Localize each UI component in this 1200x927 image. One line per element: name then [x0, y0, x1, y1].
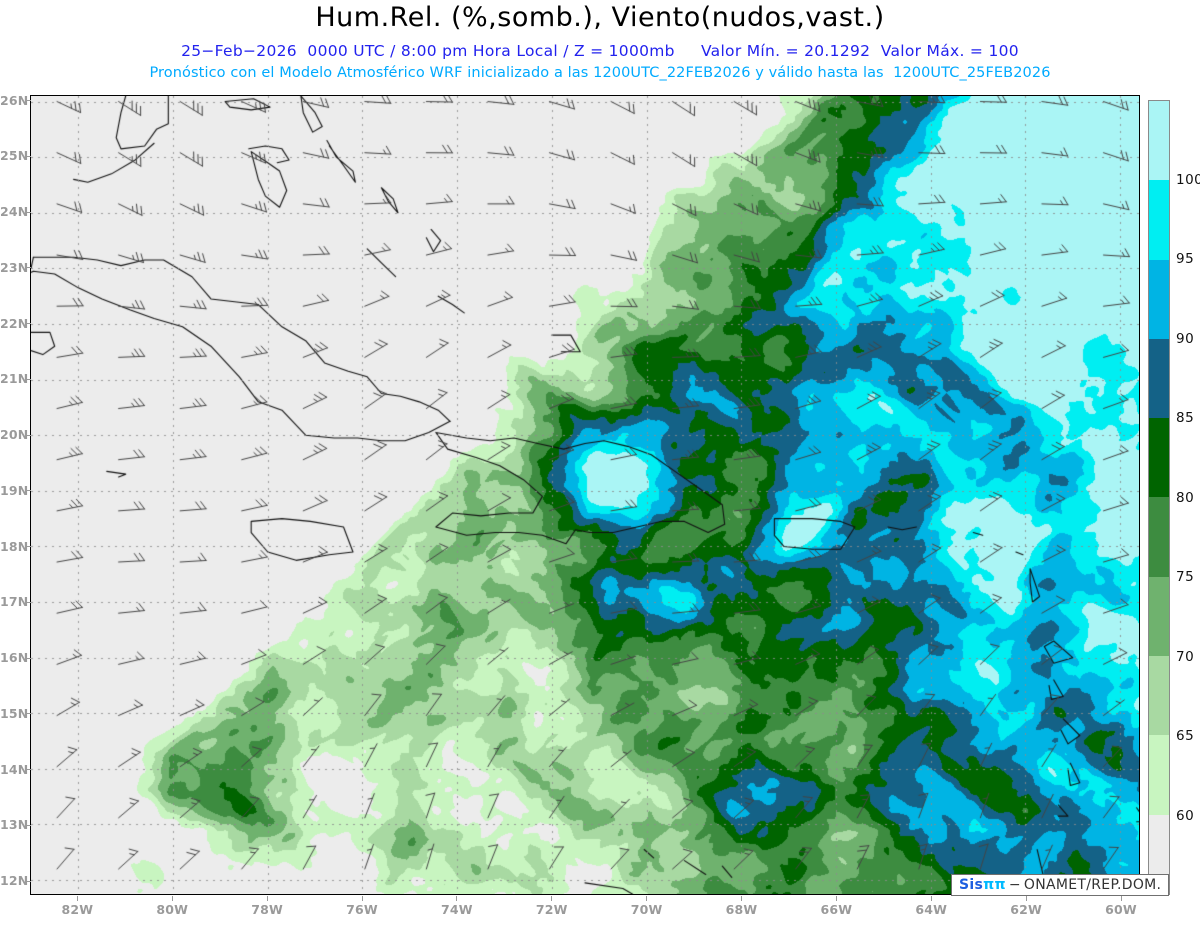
y-tick-15N: 15N — [0, 705, 29, 721]
x-tick-mark — [456, 896, 458, 901]
x-tick-mark — [835, 896, 837, 901]
colorbar-tick-95: 95 — [1176, 251, 1195, 267]
pi-logo-icon: ππ — [983, 877, 1006, 893]
y-tick-14N: 14N — [0, 761, 29, 777]
subtitle-valid-time: 25−Feb−2026 0000 UTC / 8:00 pm Hora Loca… — [181, 42, 1019, 60]
x-tick-mark — [741, 896, 743, 901]
colorbar-band — [1149, 497, 1169, 577]
colorbar-band — [1149, 656, 1169, 736]
page-title: Hum.Rel. (%,somb.), Viento(nudos,vast.) — [315, 2, 885, 33]
chart-header: Hum.Rel. (%,somb.), Viento(nudos,vast.) … — [0, 0, 1200, 92]
colorbar-tick-80: 80 — [1176, 489, 1195, 506]
y-tick-mark — [27, 211, 31, 213]
y-tick-23N: 23N — [0, 259, 29, 275]
colorbar-tick-65: 65 — [1176, 728, 1195, 744]
y-tick-20N: 20N — [0, 427, 29, 443]
y-tick-mark — [27, 490, 31, 492]
subtitle-model-info: Pronóstico con el Modelo Atmosférico WRF… — [149, 65, 1051, 81]
x-tick-66W: 66W — [820, 902, 853, 917]
y-tick-mark — [27, 880, 31, 882]
colorbar-tick-100: 100 — [1176, 171, 1200, 188]
y-tick-mark — [27, 267, 31, 269]
y-tick-mark — [27, 323, 31, 325]
x-tick-72W: 72W — [535, 902, 568, 917]
x-tick-mark — [551, 896, 553, 901]
y-tick-22N: 22N — [0, 315, 29, 331]
x-tick-mark — [171, 896, 173, 901]
humidity-shading-canvas — [31, 96, 1139, 894]
y-tick-mark — [27, 657, 31, 659]
colorbar-tick-90: 90 — [1176, 330, 1195, 347]
y-tick-mark — [27, 824, 31, 826]
y-tick-13N: 13N — [0, 817, 29, 833]
x-tick-mark — [1025, 896, 1027, 901]
humidity-colorbar[interactable] — [1148, 100, 1170, 895]
x-tick-78W: 78W — [251, 902, 284, 917]
x-tick-68W: 68W — [725, 902, 758, 917]
y-tick-19N: 19N — [0, 482, 29, 498]
colorbar-tick-75: 75 — [1176, 569, 1195, 585]
y-tick-24N: 24N — [0, 204, 29, 220]
y-tick-25N: 25N — [0, 148, 29, 164]
x-tick-60W: 60W — [1105, 902, 1137, 917]
colorbar-band — [1149, 101, 1169, 181]
y-tick-mark — [27, 769, 31, 771]
y-tick-21N: 21N — [0, 371, 29, 387]
y-tick-16N: 16N — [0, 650, 29, 666]
colorbar-tick-60: 60 — [1176, 807, 1195, 824]
y-tick-mark — [27, 100, 31, 102]
x-tick-82W: 82W — [61, 902, 94, 917]
colorbar-tick-70: 70 — [1176, 648, 1195, 665]
y-tick-mark — [27, 155, 31, 157]
x-tick-mark — [266, 896, 268, 901]
x-tick-mark — [646, 896, 648, 901]
x-tick-74W: 74W — [441, 902, 473, 917]
colorbar-band — [1149, 576, 1169, 657]
colorbar-band — [1149, 735, 1169, 815]
x-tick-62W: 62W — [1010, 902, 1043, 917]
attribution-org: ONAMET/REP.DOM. — [1023, 877, 1162, 893]
y-tick-17N: 17N — [0, 594, 29, 610]
y-tick-mark — [27, 601, 31, 603]
sis-logo-text: Sis — [959, 877, 984, 893]
y-tick-mark — [27, 378, 31, 380]
attribution-dash: − — [1008, 877, 1021, 893]
x-tick-76W: 76W — [346, 902, 378, 917]
weather-map-panel[interactable] — [30, 95, 1140, 895]
y-tick-26N: 26N — [0, 92, 29, 108]
x-tick-64W: 64W — [915, 902, 948, 917]
y-tick-mark — [27, 546, 31, 548]
x-tick-mark — [1120, 896, 1122, 901]
y-tick-mark — [27, 434, 31, 436]
y-tick-18N: 18N — [0, 538, 29, 554]
colorbar-band — [1149, 418, 1169, 498]
colorbar-band — [1149, 180, 1169, 260]
x-tick-mark — [361, 896, 363, 901]
attribution-badge: Sis ππ − ONAMET/REP.DOM. — [951, 874, 1170, 896]
x-tick-mark — [76, 896, 78, 901]
colorbar-band — [1149, 259, 1169, 339]
colorbar-band — [1149, 338, 1169, 419]
x-tick-mark — [930, 896, 932, 901]
x-tick-70W: 70W — [630, 902, 663, 917]
y-tick-12N: 12N — [0, 873, 29, 889]
x-tick-80W: 80W — [156, 902, 189, 917]
y-tick-mark — [27, 713, 31, 715]
colorbar-tick-85: 85 — [1176, 410, 1195, 426]
